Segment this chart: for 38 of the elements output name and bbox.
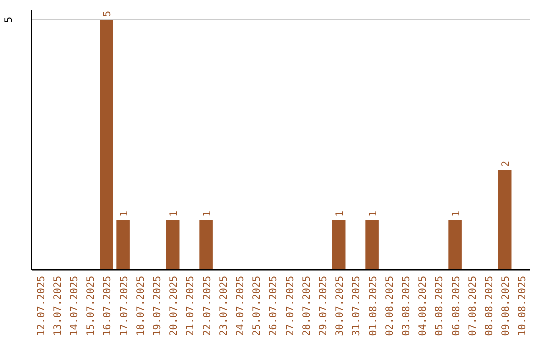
data-label: 1 xyxy=(169,210,180,217)
x-tick-label: 18.07.2025 xyxy=(136,276,147,336)
x-tick-label: 21.07.2025 xyxy=(186,276,197,336)
x-tick-label: 12.07.2025 xyxy=(36,276,48,336)
data-label: 1 xyxy=(119,210,130,217)
x-tick-label: 31.07.2025 xyxy=(352,276,363,336)
x-tick-label: 17.07.2025 xyxy=(119,276,130,336)
data-label: 1 xyxy=(451,210,462,217)
x-tick-label: 23.07.2025 xyxy=(218,276,230,336)
x-tick-label: 14.07.2025 xyxy=(70,276,80,336)
x-tick-label: 22.07.2025 xyxy=(202,276,214,336)
x-tick-label: 15.07.2025 xyxy=(86,276,98,336)
data-label: 5 xyxy=(102,10,114,17)
x-tick-label: 29.07.2025 xyxy=(318,276,330,336)
x-tick-label: 01.08.2025 xyxy=(368,276,380,336)
x-tick-label: 03.08.2025 xyxy=(402,276,412,336)
x-tick-label: 13.07.2025 xyxy=(52,276,64,336)
x-tick-label: 04.08.2025 xyxy=(418,276,430,336)
data-label: 1 xyxy=(368,210,380,217)
x-tick-label: 06.08.2025 xyxy=(451,276,462,336)
x-tick-label: 07.08.2025 xyxy=(468,276,479,336)
x-tick-label: 25.07.2025 xyxy=(252,276,264,336)
data-label: 1 xyxy=(335,210,346,217)
x-tick-label: 10.08.2025 xyxy=(518,276,529,336)
x-tick-label: 16.07.2025 xyxy=(102,276,114,336)
x-tick-label: 19.07.2025 xyxy=(152,276,164,336)
x-tick-label: 28.07.2025 xyxy=(302,276,313,336)
x-tick-label: 24.07.2025 xyxy=(236,276,246,336)
data-label: 2 xyxy=(501,160,512,167)
x-tick-label: 02.08.2025 xyxy=(384,276,396,336)
x-tick-label: 20.07.2025 xyxy=(169,276,180,336)
x-tick-label: 27.07.2025 xyxy=(285,276,296,336)
x-tick-label: 26.07.2025 xyxy=(268,276,280,336)
data-label: 1 xyxy=(202,210,214,217)
x-tick-label: 09.08.2025 xyxy=(501,276,512,336)
x-tick-label: 08.08.2025 xyxy=(484,276,496,336)
x-tick-label: 05.08.2025 xyxy=(434,276,446,336)
x-tick-label: 30.07.2025 xyxy=(335,276,346,336)
